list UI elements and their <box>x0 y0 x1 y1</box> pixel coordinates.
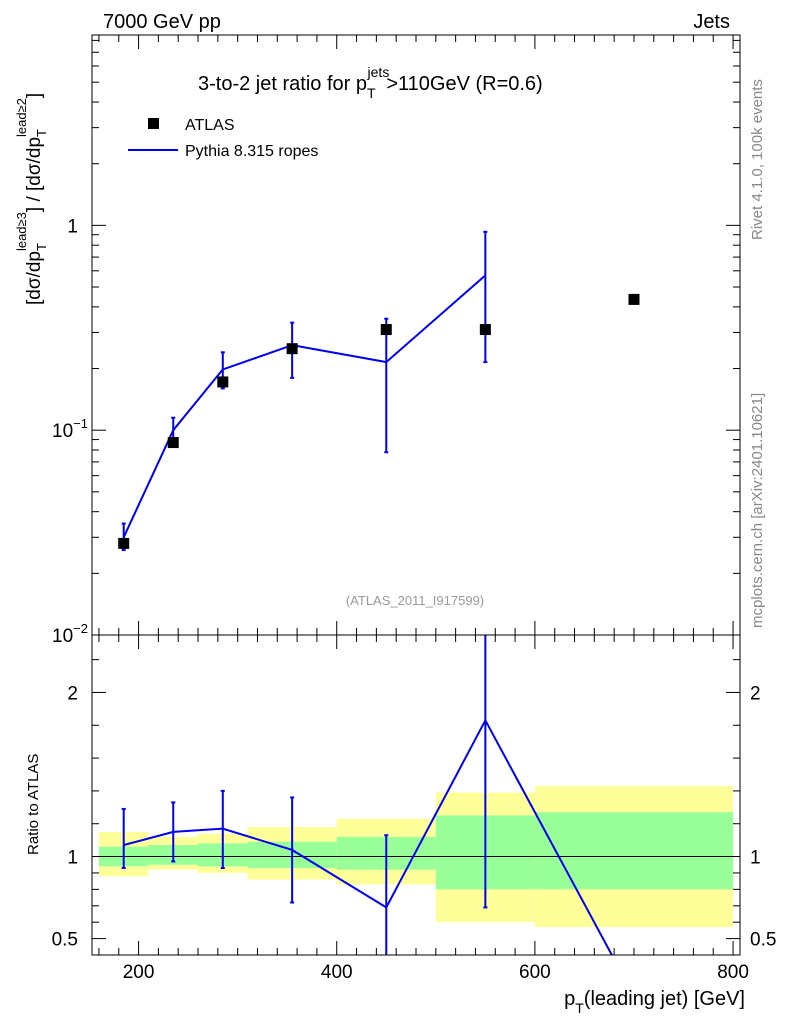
y-axis-label: [dσ/dpTlead≥3] / [dσ/dpTlead≥2] <box>14 93 49 305</box>
rivet-label: Rivet 4.1.0, 100k events <box>749 79 766 240</box>
ratio-tick-label: 0.5 <box>52 930 78 951</box>
mcplots-label: mcplots.cern.ch [arXiv:2401.10621] <box>749 393 766 628</box>
atlas-point <box>628 293 640 305</box>
header-right: Jets <box>693 11 730 33</box>
x-tick-label: 400 <box>321 962 353 983</box>
x-tick-label: 200 <box>123 962 155 983</box>
ratio-tick-label: 2 <box>67 683 78 704</box>
ratio-tick-label-right: 0.5 <box>750 930 776 951</box>
atlas-point <box>286 343 298 355</box>
x-axis-label: pT(leading jet) [GeV] <box>564 988 745 1016</box>
ratio-y-axis-label: Ratio to ATLAS <box>25 754 42 855</box>
pythia-line <box>122 274 487 538</box>
title-sup: jets <box>367 64 390 80</box>
y-tick-label: 10−2 <box>52 621 88 647</box>
ratio-tick-label: 1 <box>67 848 78 869</box>
main-panel: 10−2 10−1 1 3-to-2 jet ratio for pTjets >11… <box>14 34 741 649</box>
header-left: 7000 GeV pp <box>103 11 221 33</box>
atlas-point <box>380 324 392 336</box>
chart-title: 3-to-2 jet ratio for pTjets >110GeV (R=0.… <box>198 64 543 101</box>
ratio-frame <box>91 634 741 956</box>
analysis-id: (ATLAS_2011_I917599) <box>346 593 484 608</box>
y-tick-label: 10−1 <box>52 416 88 442</box>
legend-pythia-label: Pythia 8.315 ropes <box>185 143 318 160</box>
title-sub: T <box>367 85 376 101</box>
ratio-series <box>121 635 614 955</box>
legend-atlas-marker <box>148 118 159 129</box>
ratio-tick-label-right: 1 <box>750 848 761 869</box>
atlas-point <box>167 437 179 449</box>
legend-atlas-label: ATLAS <box>185 117 235 134</box>
atlas-point <box>217 376 229 388</box>
legend: ATLAS Pythia 8.315 ropes <box>128 117 318 160</box>
atlas-point <box>479 324 491 336</box>
ratio-band-inner <box>534 812 734 890</box>
x-tick-label: 800 <box>717 962 749 983</box>
ratio-panel: 0.5 0.5 1 1 2 2 Ratio to ATLAS <box>25 634 776 956</box>
title-pre: 3-to-2 jet ratio for p <box>198 73 367 95</box>
y-tick-label: 1 <box>67 216 78 237</box>
ratio-tick-label-right: 2 <box>750 683 761 704</box>
x-tick-label: 600 <box>519 962 551 983</box>
atlas-point <box>118 537 130 549</box>
title-post: >110GeV (R=0.6) <box>386 73 542 95</box>
